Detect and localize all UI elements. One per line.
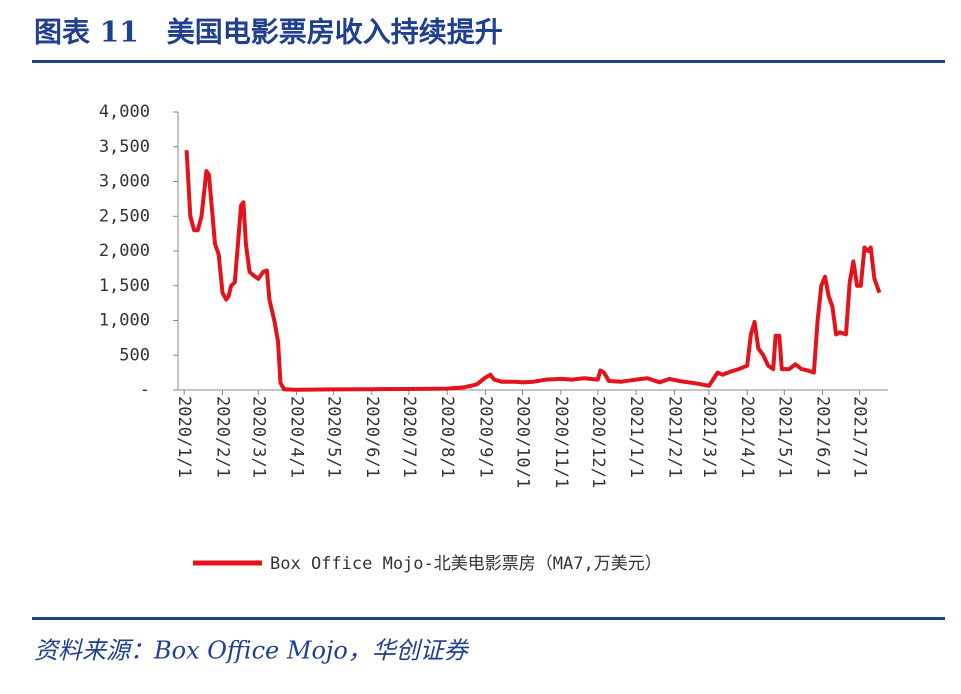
x-tick-label: 2020/10/1 <box>513 396 533 488</box>
y-tick-label: 2,000 <box>99 241 150 261</box>
x-tick-label: 2021/4/1 <box>737 396 757 478</box>
y-tick-label: 1,000 <box>99 311 150 331</box>
x-tick-label: 2020/6/1 <box>362 396 382 478</box>
y-tick-label: 1,500 <box>99 276 150 296</box>
x-tick-label: 2021/5/1 <box>774 396 794 478</box>
y-tick-label: 4,000 <box>99 102 150 122</box>
x-tick-label: 2021/6/1 <box>813 396 833 478</box>
x-tick-label: 2021/2/1 <box>664 396 684 478</box>
x-tick-label: 2020/7/1 <box>399 396 419 478</box>
x-tick-label: 2020/8/1 <box>437 396 457 478</box>
x-tick-label: 2020/5/1 <box>324 396 344 478</box>
x-tick-label: 2021/1/1 <box>626 396 646 478</box>
chart-title: 图表 11 美国电影票房收入持续提升 <box>34 16 503 49</box>
x-tick-label: 2020/4/1 <box>287 396 307 478</box>
x-tick-label: 2021/7/1 <box>850 396 870 478</box>
source-note: 资料来源：Box Office Mojo，华创证券 <box>34 637 470 665</box>
x-tick-label: 2020/9/1 <box>475 396 495 478</box>
x-tick-label: 2020/11/1 <box>551 396 571 488</box>
y-tick-label: - <box>140 380 150 400</box>
title-rule <box>32 60 945 63</box>
footer-rule <box>32 617 945 620</box>
data-line <box>184 150 882 392</box>
x-tick-label: 2020/1/1 <box>174 396 194 478</box>
y-tick-label: 2,500 <box>99 206 150 226</box>
x-tick-label: 2020/12/1 <box>588 396 608 488</box>
y-tick-label: 3,500 <box>99 137 150 157</box>
x-tick-label: 2020/3/1 <box>248 396 268 478</box>
legend-label: Box Office Mojo-北美电影票房（MA7,万美元） <box>270 554 662 574</box>
x-tick-label: 2020/2/1 <box>212 396 232 478</box>
x-tick-label: 2021/3/1 <box>699 396 719 478</box>
y-tick-label: 3,000 <box>99 172 150 192</box>
y-tick-label: 500 <box>119 345 150 365</box>
